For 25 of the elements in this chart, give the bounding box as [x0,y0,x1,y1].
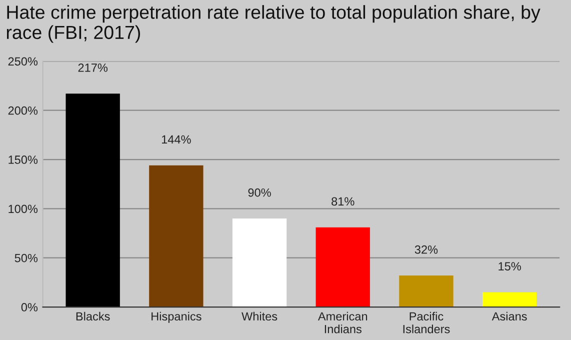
y-tick-label: 200% [8,106,38,115]
data-label: 217% [78,64,108,72]
bar [316,227,370,308]
bar [399,276,454,308]
y-tick-label: 250% [8,57,38,66]
x-tick-label: Whites [242,312,278,321]
chart-title: Hate crime perpetration rate relative to total population share, by race (FBI; 2017) [6,5,540,43]
bar [66,94,120,308]
data-label: 144% [162,135,191,144]
x-tick-label: Pacific Islanders [403,312,450,334]
data-label: 15% [498,262,521,270]
data-label: 90% [248,188,271,197]
data-label: 81% [332,197,354,206]
y-tick-label: 150% [8,156,38,164]
bar [482,292,537,308]
bar [232,218,287,308]
y-tick-label: 50% [14,254,38,262]
y-tick-label: 100% [8,204,38,214]
y-tick-label: 0% [21,303,38,312]
data-label: 32% [414,245,438,254]
bar [149,165,204,308]
x-tick-label: American Indians [318,312,368,334]
x-tick-label: Blacks [76,312,110,321]
x-tick-label: Hispanics [152,312,202,323]
x-tick-label: Asians [492,312,527,321]
